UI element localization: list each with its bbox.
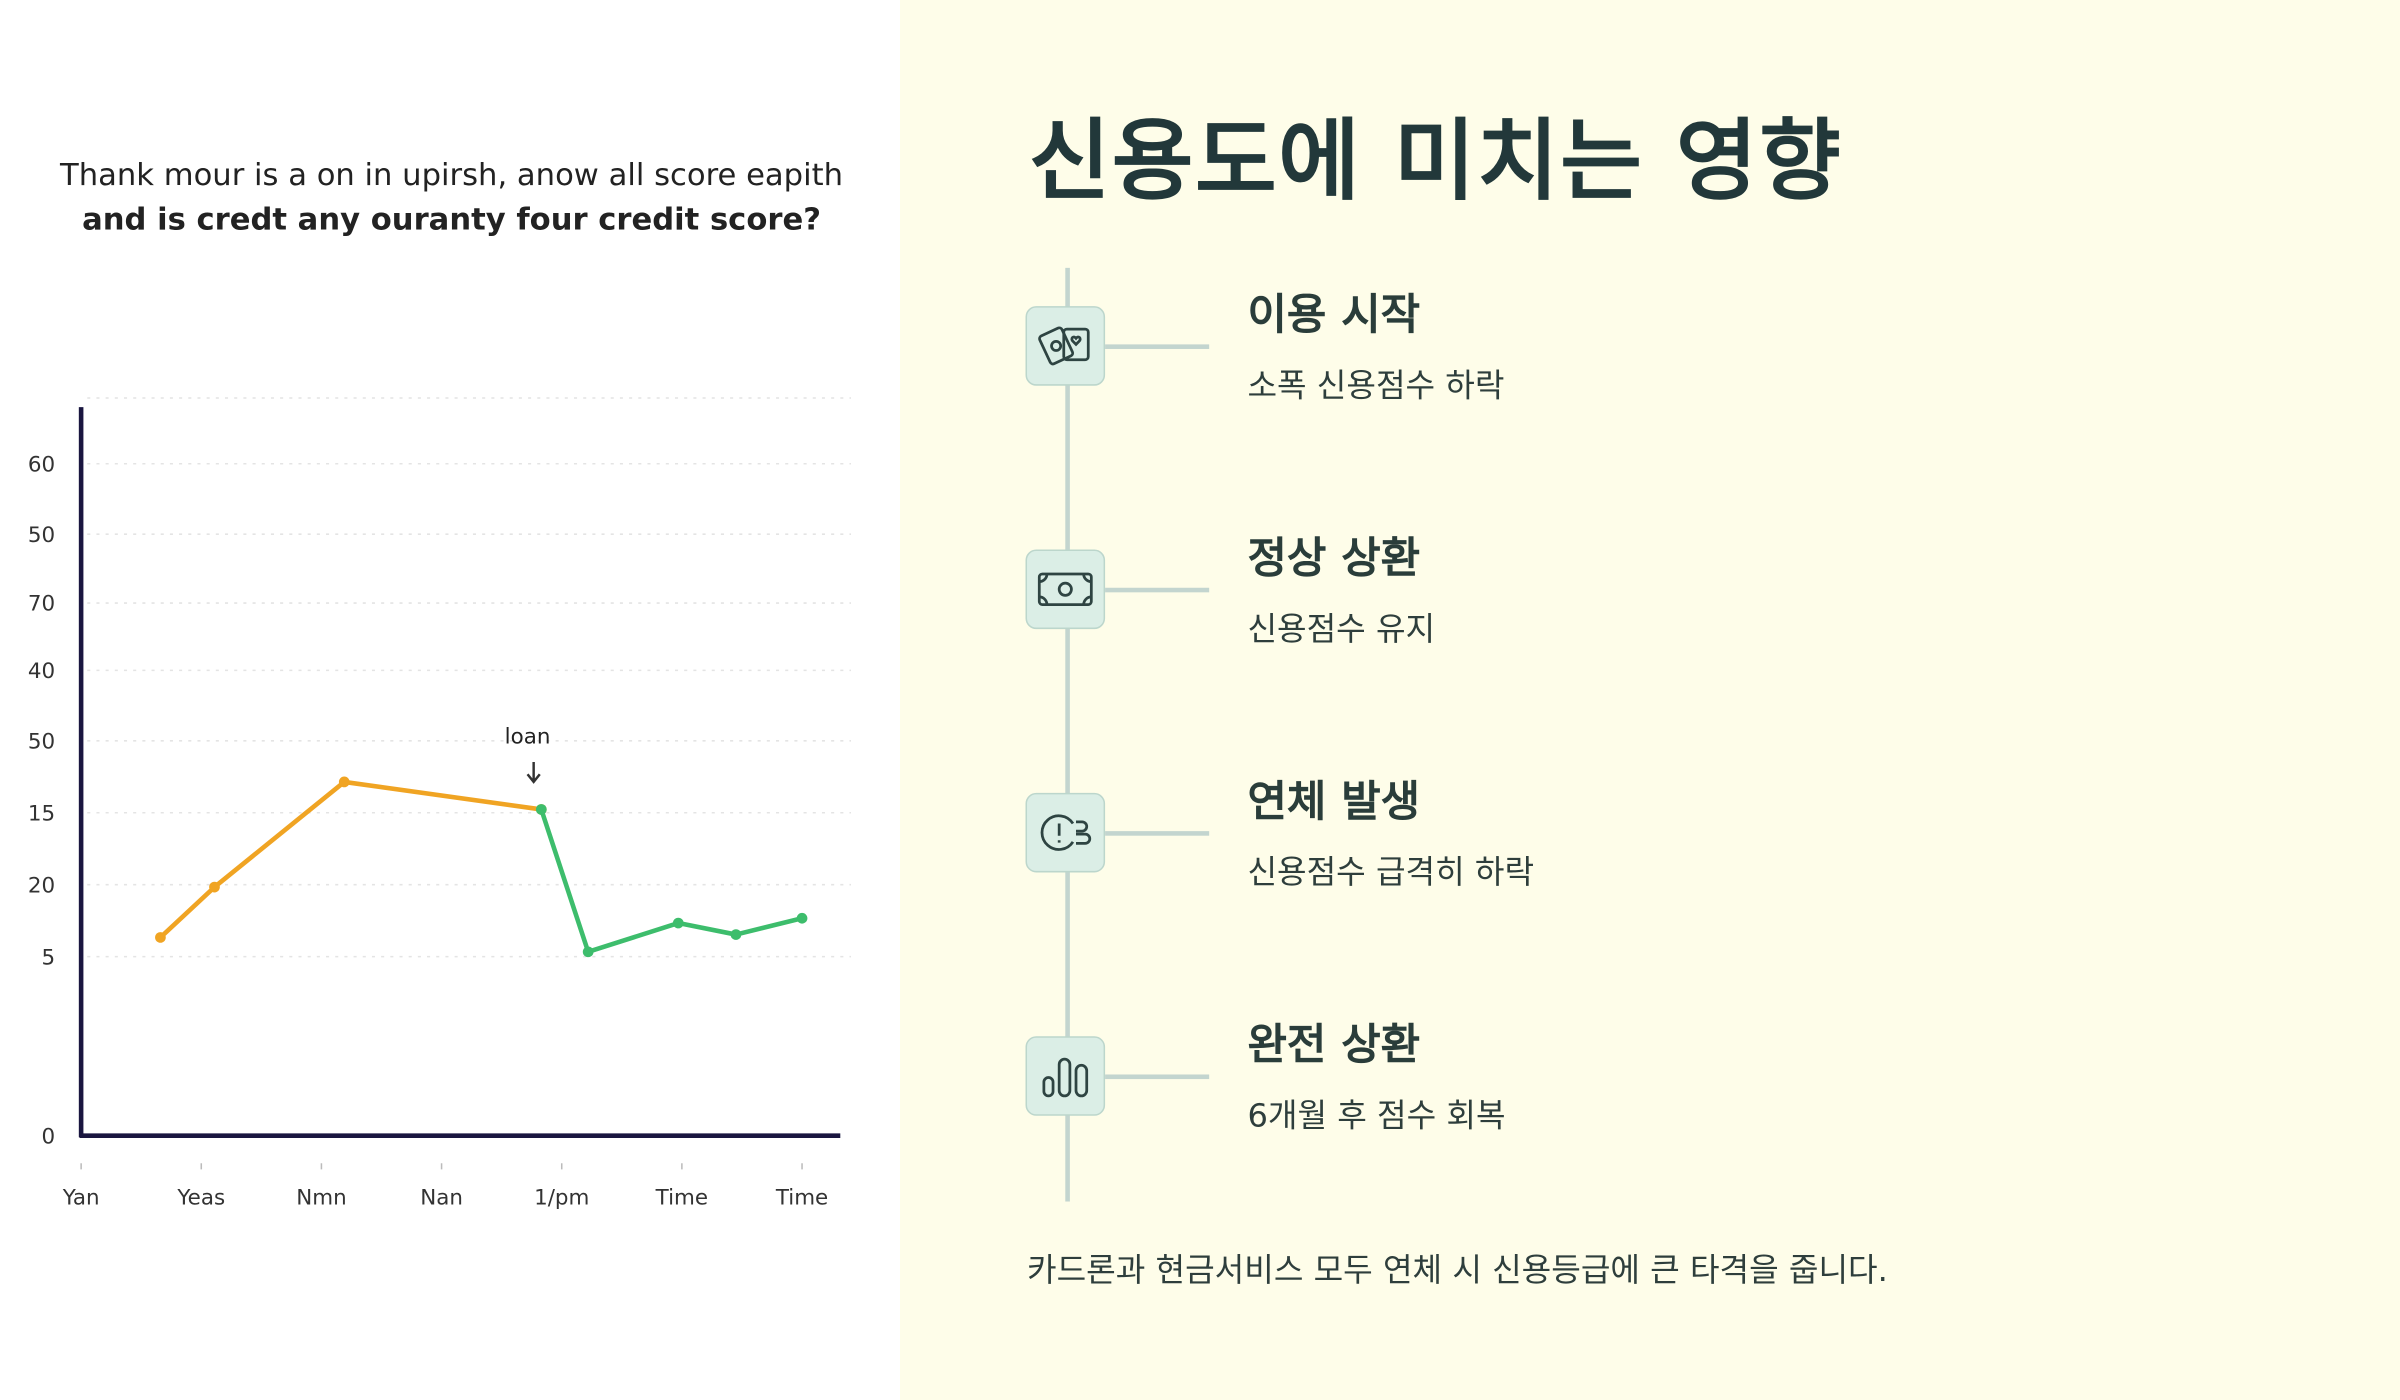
data-point: [155, 932, 166, 943]
info-panel: 신용도에 미치는 영향 이용 시작 소폭 신용점수 하락 정상 상환 신용점수 …: [899, 0, 2400, 1400]
series-line-0: [158, 779, 542, 940]
data-point: [209, 881, 220, 893]
question-line-1: Thank mour is a on in upirsh, anow all s…: [60, 156, 844, 193]
timeline-step-start: 이용 시작 소폭 신용점수 하락: [1025, 289, 2250, 551]
y-tick-label: 50: [28, 729, 55, 754]
y-tick-label: 40: [28, 659, 55, 684]
y-tick-label: 15: [28, 801, 55, 826]
timeline-connector: [1105, 587, 1210, 593]
footer-note: 카드론과 현금서비스 모두 연체 시 신용등급에 큰 타격을 줍니다.: [1027, 1252, 1888, 1289]
data-point: [796, 912, 808, 924]
chart-panel: Thank mour is a on in upirsh, anow all s…: [0, 0, 900, 1400]
x-tick-label: Yan: [62, 1186, 100, 1211]
timeline-connector: [1105, 831, 1210, 836]
step-title: 정상 상환: [1247, 532, 1421, 584]
step-title: 연체 발생: [1247, 776, 1421, 827]
cards-icon: [1025, 306, 1106, 386]
y-tick-label: 0: [41, 1124, 55, 1149]
x-tick-label: 1/pm: [534, 1186, 589, 1211]
timeline-step-paid-off: 완전 상환 6개월 후 점수 회복: [1025, 1019, 2250, 1281]
timeline-line: [1065, 267, 1070, 1202]
y-tick-label: 20: [28, 873, 55, 898]
page-title: 신용도에 미치는 영향: [1028, 108, 1843, 213]
x-tick-label: Nmn: [296, 1186, 346, 1211]
question-line-2: and is credt any ouranty four credit sco…: [82, 200, 821, 238]
step-title: 완전 상환: [1247, 1019, 1421, 1070]
timeline-step-overdue: 연체 발생 신용점수 급격히 하락: [1025, 776, 2250, 1038]
annotation-arrow-icon: [526, 762, 541, 784]
x-tick-label: Time: [655, 1186, 708, 1211]
bar-chart-icon: [1025, 1036, 1106, 1116]
banknote-icon: [1025, 549, 1106, 630]
y-tick-label: 50: [28, 523, 55, 548]
step-description: 소폭 신용점수 하락: [1247, 367, 1505, 405]
x-tick-label: Yeas: [176, 1186, 225, 1211]
step-description: 신용점수 급격히 하락: [1247, 854, 1535, 891]
data-point: [338, 776, 350, 788]
x-tick-label: Nan: [420, 1186, 463, 1211]
y-tick-label: 60: [28, 452, 55, 477]
data-point: [535, 804, 547, 815]
data-point: [672, 917, 684, 929]
timeline-connector: [1105, 1074, 1210, 1080]
timeline-connector: [1105, 344, 1210, 349]
chart-question: Thank mour is a on in upirsh, anow all s…: [0, 153, 903, 242]
data-point: [730, 929, 742, 940]
x-tick-label: Time: [775, 1186, 828, 1211]
alert-icon: [1025, 792, 1106, 873]
step-description: 6개월 후 점수 회복: [1247, 1097, 1506, 1135]
step-description: 신용점수 유지: [1247, 610, 1436, 648]
data-point: [582, 946, 594, 958]
annotation-label: loan: [505, 725, 551, 750]
y-tick-label: 70: [28, 592, 55, 617]
step-title: 이용 시작: [1247, 289, 1421, 340]
timeline-step-repay: 정상 상환 신용점수 유지: [1025, 533, 2250, 794]
y-tick-label: 5: [41, 945, 55, 970]
series-line-1: [539, 808, 803, 955]
